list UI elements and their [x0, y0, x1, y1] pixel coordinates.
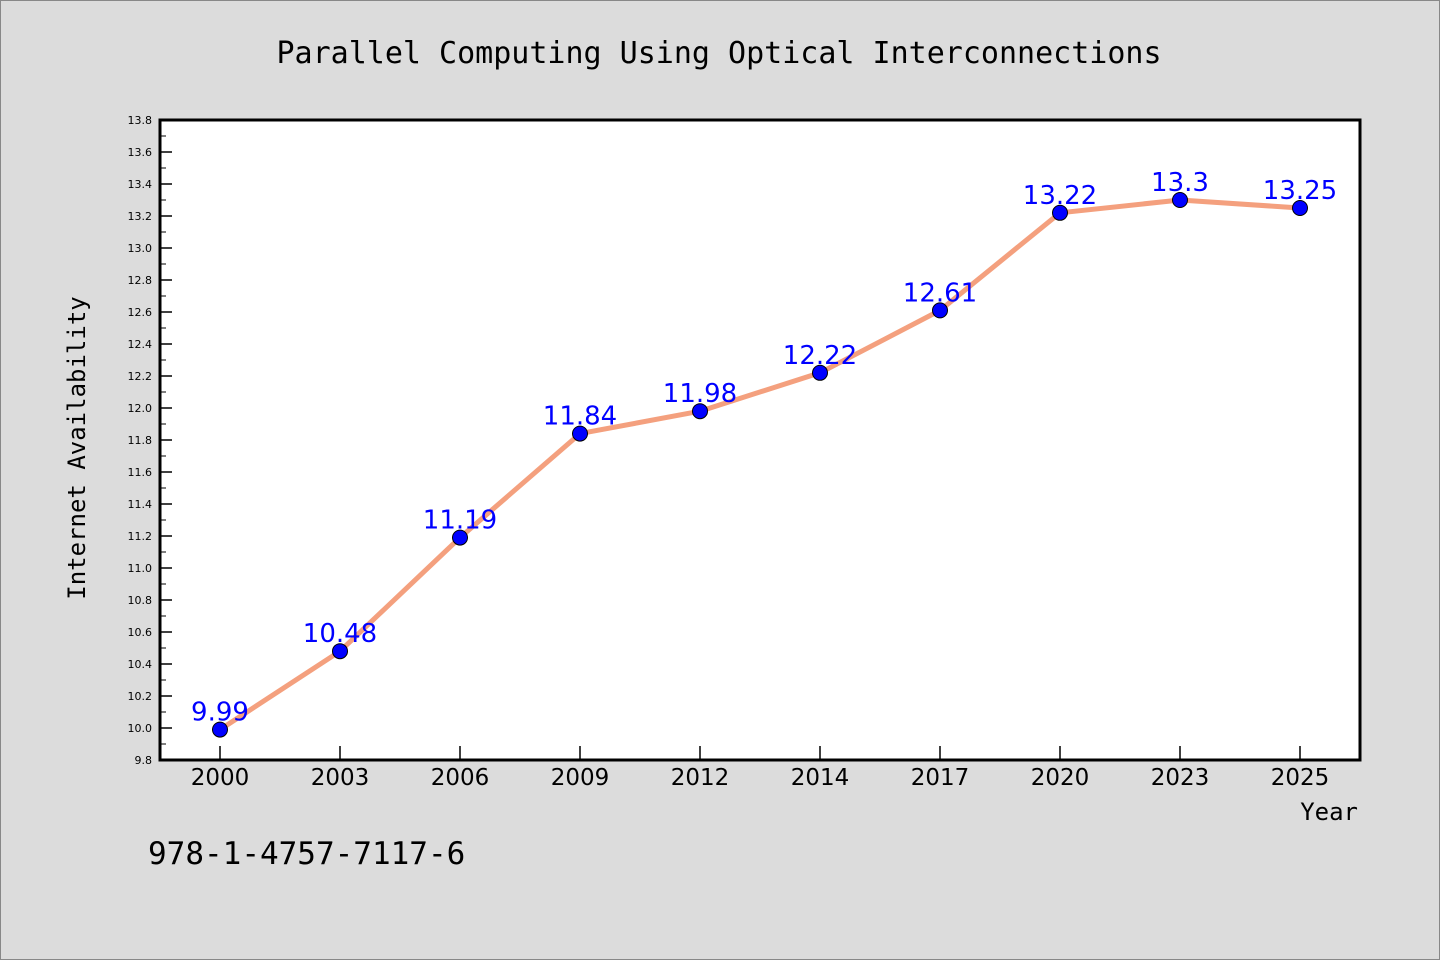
- data-label: 11.84: [543, 402, 617, 432]
- data-label: 12.61: [903, 278, 977, 308]
- data-point: [1292, 200, 1308, 216]
- data-label: 12.22: [783, 341, 857, 371]
- y-tick-label: 10.2: [128, 690, 153, 703]
- chart-title: Parallel Computing Using Optical Interco…: [276, 36, 1161, 71]
- data-label: 11.98: [663, 379, 737, 409]
- y-tick-label: 13.0: [128, 242, 153, 255]
- axis-ticks: 9.8 10.0 10.2 10.4 10.6 10.8 11.0 11.2 11.4 11.6 1…: [128, 114, 1330, 791]
- data-point: [1172, 192, 1188, 208]
- y-axis-label: Internet Availability: [63, 296, 91, 599]
- y-tick-label: 12.8: [128, 274, 153, 287]
- data-point: [452, 529, 468, 546]
- x-tick-label: 2014: [791, 765, 850, 791]
- y-tick-label: 11.6: [128, 466, 153, 479]
- data-labels: 9.99 10.48 11.19 11.84 11.98 12.22 12.61 13.22 1…: [191, 168, 1337, 728]
- y-tick-label: 13.2: [128, 210, 153, 223]
- x-tick-label: 2020: [1031, 765, 1090, 791]
- x-tick-label: 2003: [311, 765, 370, 791]
- data-label: 13.25: [1263, 176, 1337, 206]
- y-tick-label: 11.4: [128, 498, 153, 511]
- isbn-text: 978-1-4757-7117-6: [148, 836, 465, 872]
- data-point: [932, 302, 948, 319]
- plot-border: [158, 118, 1362, 762]
- data-label: 13.3: [1151, 168, 1209, 198]
- x-tick-label: 2023: [1151, 765, 1210, 791]
- y-tick-label: 10.6: [128, 626, 153, 639]
- y-tick-label: 10.0: [128, 722, 153, 735]
- y-tick-label: 12.0: [128, 402, 153, 415]
- y-tick-label: 11.0: [128, 562, 153, 575]
- data-point: [1052, 204, 1068, 221]
- x-tick-label: 2009: [551, 765, 610, 791]
- y-tick-label: 11.2: [128, 530, 153, 543]
- plot-area: [160, 120, 1360, 760]
- x-tick-label: 2000: [191, 765, 250, 791]
- data-point: [212, 721, 228, 738]
- data-point: [692, 403, 708, 420]
- y-tick-label: 10.4: [128, 658, 153, 671]
- data-point: [572, 425, 588, 442]
- x-tick-label: 2006: [431, 765, 490, 791]
- y-tick-label: 10.8: [128, 594, 153, 607]
- data-label: 11.19: [423, 506, 497, 536]
- y-tick-label: 12.6: [128, 306, 153, 319]
- x-tick-label: 2017: [911, 765, 970, 791]
- y-tick-label: 12.2: [128, 370, 153, 383]
- data-label: 13.22: [1023, 181, 1097, 211]
- y-tick-label: 9.8: [135, 754, 153, 767]
- y-tick-label: 13.6: [128, 146, 153, 159]
- data-label: 10.48: [303, 619, 377, 649]
- x-tick-label: 2012: [671, 765, 730, 791]
- y-tick-label: 11.8: [128, 434, 153, 447]
- series-line: [217, 197, 1303, 733]
- data-point: [332, 643, 348, 660]
- data-point: [812, 364, 828, 381]
- data-points: [212, 192, 1308, 738]
- y-tick-label: 13.4: [128, 178, 153, 191]
- x-axis-label: Year: [1300, 798, 1358, 826]
- x-tick-label: 2025: [1271, 765, 1330, 791]
- data-label: 9.99: [191, 698, 249, 728]
- y-tick-label: 13.8: [128, 114, 153, 127]
- y-tick-label: 12.4: [128, 338, 153, 351]
